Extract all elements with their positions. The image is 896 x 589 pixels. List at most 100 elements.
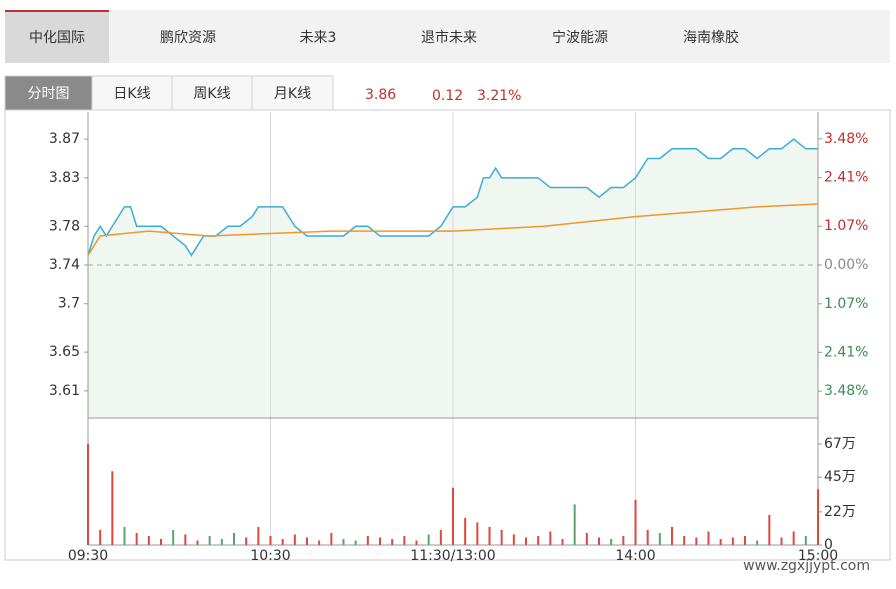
price: 3.86: [365, 87, 396, 103]
volume-bar: [160, 538, 162, 545]
volume-bar: [817, 489, 819, 545]
x-tick-label: 15:00: [798, 548, 838, 564]
y-tick-label: 3.7: [58, 296, 80, 312]
volume-bar: [549, 531, 552, 545]
volume-bar: [391, 538, 394, 545]
active-tab-mark: [5, 10, 109, 12]
chart-tab[interactable]: 日K线: [113, 86, 150, 102]
y2-tick-label: 0.00%: [824, 257, 868, 273]
volume-bar: [634, 499, 637, 545]
volume-tick-label: 45万: [824, 469, 856, 485]
watermark: www.zgxjjypt.com: [743, 558, 870, 574]
volume-bar: [184, 534, 187, 545]
line-0: [87, 138, 818, 257]
volume-bar: [172, 529, 175, 545]
volume-tick-label: 0: [824, 537, 833, 553]
volume-bar: [731, 537, 734, 545]
volume-bar: [695, 537, 698, 545]
y2-tick-label: 2.41%: [824, 170, 868, 186]
volume-bar: [573, 504, 576, 545]
chart-tab[interactable]: 分时图: [28, 86, 70, 102]
volume-bar: [707, 531, 710, 545]
volume-bar: [427, 534, 430, 545]
y2-tick-label: 1.07%: [824, 296, 868, 312]
volume-bar: [281, 538, 284, 545]
chart-tab[interactable]: 月K线: [274, 86, 311, 102]
volume-bar: [768, 514, 771, 545]
volume-bar: [512, 534, 515, 545]
volume-bar: [354, 540, 357, 545]
volume-bar: [610, 538, 613, 545]
volume-bar: [366, 535, 369, 545]
stock-tab[interactable]: 海南橡胶: [683, 29, 739, 46]
volume-bar: [257, 526, 260, 545]
volume-bar: [196, 540, 199, 545]
y2-tick-label: 2.41%: [824, 344, 868, 360]
volume-bar: [99, 529, 102, 545]
volume-bar: [233, 532, 235, 545]
y2-tick-label: 1.07%: [824, 218, 868, 234]
volume-bar: [671, 526, 673, 545]
volume-bar: [464, 517, 467, 545]
volume-bar: [306, 537, 308, 545]
volume-bar: [622, 535, 625, 545]
change-pct: 3.21%: [477, 88, 521, 104]
active-tab-bg: [5, 10, 109, 63]
volume-bar: [379, 537, 381, 545]
volume-bar: [342, 538, 345, 545]
change: 0.12: [432, 88, 463, 104]
volume-bar: [646, 529, 649, 545]
volume-bar: [439, 529, 442, 545]
volume-bar: [318, 540, 321, 545]
volume-bar: [598, 537, 600, 545]
y-tick-label: 3.78: [49, 218, 80, 234]
y-tick-label: 3.87: [49, 131, 80, 147]
volume-bar: [804, 535, 807, 545]
chart-tab-bg[interactable]: [171, 75, 253, 111]
volume-bar: [245, 537, 248, 545]
x-tick-label: 10:30: [250, 548, 290, 564]
x-tick-label: 09:30: [68, 548, 108, 564]
chart-tab[interactable]: 周K线: [193, 86, 230, 102]
volume-bar: [111, 471, 114, 545]
volume-bar: [135, 532, 138, 545]
volume-bar: [500, 529, 503, 545]
volume-bar: [452, 487, 454, 545]
volume-bar: [792, 531, 795, 545]
stock-tab[interactable]: 中化国际: [29, 30, 85, 46]
volume-bar: [415, 540, 418, 545]
volume-bar: [683, 535, 686, 545]
volume-tick-label: 67万: [824, 436, 856, 452]
volume-bar: [293, 534, 296, 545]
volume-bar: [147, 535, 150, 545]
volume-bar: [403, 535, 406, 545]
volume-bar: [744, 535, 746, 545]
volume-bar: [719, 538, 722, 545]
stock-tab[interactable]: 退市未来: [421, 29, 477, 46]
x-tick-label: 14:00: [615, 548, 655, 564]
volume-bar: [537, 535, 540, 545]
x-tick-label: 11:30/13:00: [410, 548, 495, 564]
y-tick-label: 3.83: [49, 170, 80, 186]
volume-tick-label: 22万: [824, 504, 856, 520]
stock-tab[interactable]: 未来3: [300, 30, 337, 46]
y-tick-label: 3.74: [49, 257, 80, 273]
volume-bar: [87, 444, 89, 545]
volume-bar: [780, 537, 783, 545]
y-tick-label: 3.61: [49, 383, 80, 399]
y2-tick-label: 3.48%: [824, 383, 868, 399]
volume-bar: [123, 526, 126, 545]
stock-tab[interactable]: 鹏欣资源: [160, 30, 216, 46]
y-tick-label: 3.65: [49, 344, 80, 360]
volume-bar: [561, 538, 564, 545]
volume-bar: [488, 526, 491, 545]
volume-bar: [476, 522, 479, 545]
line-1: [87, 203, 819, 256]
volume-bar: [330, 532, 333, 545]
chart-tab-bg[interactable]: [251, 75, 334, 111]
volume-bar: [208, 535, 211, 545]
volume-bar: [585, 532, 588, 545]
tab-bar: [5, 10, 890, 63]
stock-tab[interactable]: 宁波能源: [552, 29, 608, 46]
